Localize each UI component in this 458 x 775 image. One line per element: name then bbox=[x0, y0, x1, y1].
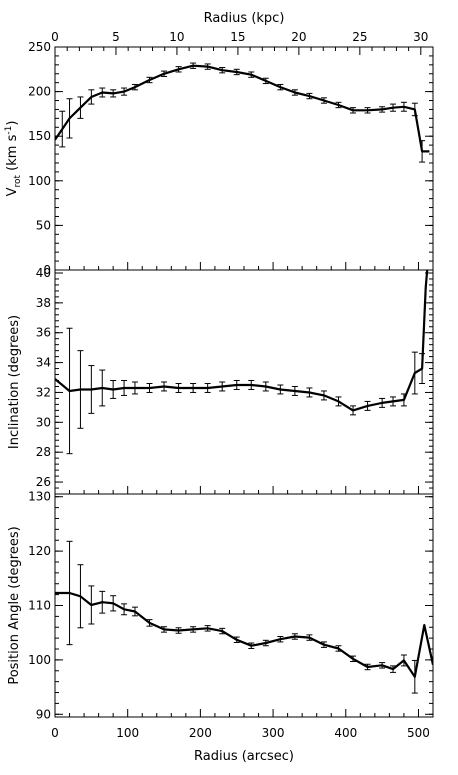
y-tick-label: 32 bbox=[36, 385, 51, 399]
x-tick-label: 500 bbox=[407, 726, 430, 740]
top-x-tick-label: 5 bbox=[112, 30, 120, 44]
panel-frame bbox=[54, 269, 434, 495]
x-tick-label: 400 bbox=[334, 726, 357, 740]
y-axis-title-part: -1 bbox=[4, 126, 14, 135]
y-axis-title-part: V bbox=[5, 187, 20, 196]
inclination-panel: 26 28 30 32 34 36 38 40 Inclination (degrees) bbox=[7, 266, 434, 495]
x-tick-label: 0 bbox=[51, 726, 59, 740]
y-tick-label: 36 bbox=[36, 326, 51, 340]
y-tick-label: 120 bbox=[28, 544, 51, 558]
x-axis-title: Radius (arcsec) bbox=[194, 749, 294, 764]
y-axis-title-part: ) bbox=[5, 121, 20, 126]
y-tick-label: 0 bbox=[43, 263, 51, 277]
position-angle-panel: 90 100 110 120 130 Position Angle (degrees) bbox=[7, 490, 434, 721]
series-line bbox=[55, 591, 433, 678]
top-x-tick-label: 30 bbox=[413, 30, 428, 44]
top-x-tick-label: 0 bbox=[51, 30, 59, 44]
x-tick-label: 300 bbox=[262, 726, 285, 740]
x-tick-label: 100 bbox=[116, 726, 139, 740]
top-x-tick-label: 25 bbox=[352, 30, 367, 44]
y-tick-label: 110 bbox=[28, 599, 51, 613]
series-data bbox=[55, 62, 430, 163]
y-tick-label: 200 bbox=[28, 85, 51, 99]
top-axis: 0 5 10 15 20 25 30 Radius (kpc) bbox=[51, 11, 434, 55]
series-data bbox=[55, 540, 433, 694]
top-x-tick-label: 10 bbox=[169, 30, 184, 44]
series-line bbox=[55, 64, 430, 153]
y-tick-label: 26 bbox=[36, 475, 51, 489]
y-tick-label: 28 bbox=[36, 445, 51, 459]
y-tick-label: 30 bbox=[36, 415, 51, 429]
y-tick-label: 130 bbox=[28, 490, 51, 504]
y-axis-title: Position Angle (degrees) bbox=[7, 526, 22, 684]
y-tick-label: 100 bbox=[28, 174, 51, 188]
y-axis-title: Vrot (km s-1) bbox=[4, 121, 23, 197]
y-tick-label: 40 bbox=[36, 266, 51, 280]
y-axis-title-part: rot bbox=[13, 174, 23, 187]
top-axis-title: Radius (kpc) bbox=[204, 11, 285, 26]
panel-frame bbox=[54, 46, 434, 271]
panel-frame bbox=[54, 493, 434, 718]
bottom-axis: 0 100 200 300 400 500 Radius (arcsec) bbox=[51, 726, 430, 764]
y-axis-title: Inclination (degrees) bbox=[7, 315, 22, 449]
y-tick-label: 100 bbox=[28, 653, 51, 667]
y-tick-label: 90 bbox=[36, 707, 51, 721]
y-tick-label: 38 bbox=[36, 296, 51, 310]
y-tick-label: 250 bbox=[28, 40, 51, 54]
y-tick-label: 50 bbox=[36, 218, 51, 232]
x-tick-label: 200 bbox=[189, 726, 212, 740]
top-x-tick-label: 20 bbox=[291, 30, 306, 44]
top-x-tick-label: 15 bbox=[230, 30, 245, 44]
series-data bbox=[55, 270, 429, 455]
y-tick-label: 150 bbox=[28, 129, 51, 143]
y-tick-label: 34 bbox=[36, 356, 51, 370]
y-axis-title-part: (km s bbox=[5, 134, 20, 175]
series-line bbox=[55, 270, 429, 412]
rotation-velocity-panel: 0 50 100 150 200 250 Vrot (km s-1) bbox=[4, 40, 434, 277]
